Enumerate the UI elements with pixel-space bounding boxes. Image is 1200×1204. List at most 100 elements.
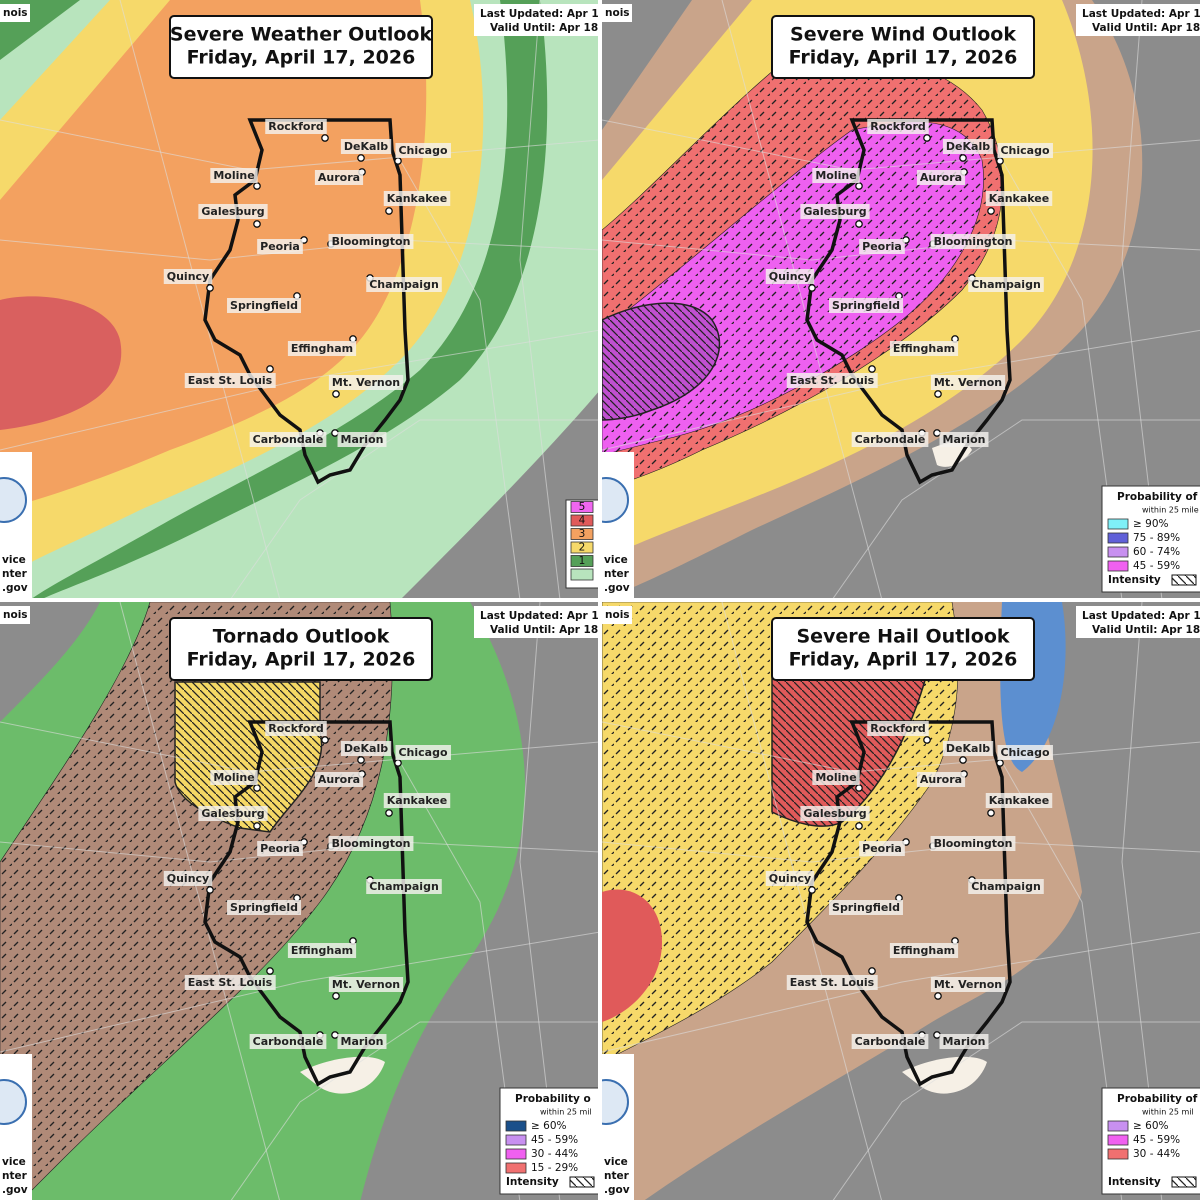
- city-label-bg: [851, 1034, 929, 1049]
- city-label-bg: [198, 806, 268, 821]
- city-label-bg: [184, 975, 276, 990]
- title-box: [771, 617, 1035, 681]
- city-dot: [253, 182, 261, 190]
- agency-text: .gov: [2, 582, 28, 594]
- city-label-bg: [942, 741, 994, 756]
- city-label: Effingham: [291, 944, 353, 957]
- city-label-bg: [328, 977, 404, 992]
- region-box: [0, 4, 30, 22]
- city-dot: [996, 157, 1004, 165]
- city-label-bg: [328, 234, 414, 249]
- city-label: Effingham: [893, 944, 955, 957]
- valid-until: Valid Until: Apr 18: [1092, 22, 1200, 34]
- meta-box: [1076, 4, 1200, 36]
- city-label: Kankakee: [387, 794, 447, 807]
- legend-label: ≥ 60%: [1133, 1120, 1168, 1132]
- agency-logo: [0, 1079, 27, 1125]
- title-box: [169, 15, 433, 79]
- city-label: Champaign: [369, 880, 439, 893]
- city-label: Rockford: [268, 722, 324, 735]
- city-label-bg: [985, 793, 1053, 808]
- road: [399, 159, 521, 598]
- city-label-bg: [867, 721, 929, 736]
- city-label-bg: [997, 745, 1053, 760]
- legend-swatch: [505, 1134, 527, 1146]
- city-label: Bloomington: [934, 837, 1013, 850]
- city-label: Quincy: [167, 270, 209, 283]
- city-label: Mt. Vernon: [332, 376, 400, 389]
- legend-swatch: [505, 1162, 527, 1174]
- agency-text: vice: [2, 554, 26, 566]
- valid-until: Valid Until: Apr 18 2: [1092, 624, 1200, 636]
- city-dot: [855, 822, 863, 830]
- state-border: [805, 118, 1012, 485]
- city-dot: [808, 886, 816, 894]
- title: Severe Weather Outlook: [170, 24, 433, 46]
- city-label-bg: [916, 772, 966, 787]
- city-label-bg: [812, 168, 860, 183]
- city-dot: [206, 886, 214, 894]
- legend-label: 45 - 59%: [1133, 1134, 1180, 1146]
- city-label-bg: [198, 204, 268, 219]
- agency-text: nter: [2, 1170, 28, 1182]
- legend-label: 1: [579, 555, 586, 567]
- city-label: Peoria: [862, 240, 902, 253]
- agency-logo: [0, 477, 27, 523]
- outlook-panel: Rockford DeKalb Chicago Moline Aurora Kankake…: [0, 602, 609, 1200]
- city-dot: [987, 809, 995, 817]
- region-box: [602, 4, 632, 22]
- city-dot: [332, 390, 340, 398]
- legend-title: Probability o: [515, 1093, 591, 1105]
- city-label-bg: [257, 841, 303, 856]
- city-label: Effingham: [893, 342, 955, 355]
- city-label: Chicago: [398, 746, 447, 759]
- city-label: Champaign: [971, 880, 1041, 893]
- legend-swatch: [1107, 1120, 1129, 1132]
- city-dot: [206, 284, 214, 292]
- legend-swatch: [505, 1120, 527, 1132]
- road: [0, 239, 598, 261]
- state-border: [805, 720, 1012, 1087]
- city-label-bg: [210, 770, 258, 785]
- city-label: Mt. Vernon: [332, 978, 400, 991]
- city-label: East St. Louis: [790, 976, 875, 989]
- city-dot: [923, 134, 931, 142]
- city-label: Springfield: [230, 299, 298, 312]
- city-label: Chicago: [1000, 144, 1049, 157]
- city-label: Effingham: [291, 342, 353, 355]
- city-label: DeKalb: [946, 140, 990, 153]
- road: [602, 841, 1200, 863]
- city-label-bg: [829, 900, 903, 915]
- hatch-area: [771, 651, 933, 827]
- city-dot: [385, 809, 393, 817]
- city-label-bg: [257, 239, 303, 254]
- city-label: Galesburg: [201, 205, 264, 218]
- city-label-bg: [985, 191, 1053, 206]
- city-dot: [266, 365, 274, 373]
- city-label: Aurora: [920, 171, 962, 184]
- city-label-bg: [829, 298, 903, 313]
- agency-text: nter: [2, 568, 28, 580]
- legend-label: ≥ 90%: [1133, 518, 1168, 530]
- city-label-bg: [930, 977, 1006, 992]
- city-label: Mt. Vernon: [934, 376, 1002, 389]
- city-label-bg: [939, 432, 989, 447]
- city-label: Peoria: [862, 842, 902, 855]
- valid-until: Valid Until: Apr 18 2: [490, 624, 609, 636]
- road: [0, 329, 598, 451]
- city-label-bg: [366, 277, 442, 292]
- city-label: Moline: [213, 169, 254, 182]
- legend-intensity: Intensity: [506, 1176, 559, 1188]
- city-dot: [934, 992, 942, 1000]
- city-label: Peoria: [260, 842, 300, 855]
- legend-intensity: Intensity: [1108, 574, 1161, 586]
- city-label: Marion: [943, 1035, 986, 1048]
- city-label-bg: [314, 170, 364, 185]
- title-box: [169, 617, 433, 681]
- road: [721, 0, 882, 598]
- city-label: Aurora: [318, 773, 360, 786]
- region-label: nois: [3, 7, 28, 19]
- city-label: Marion: [943, 433, 986, 446]
- title: Tornado Outlook: [213, 626, 390, 648]
- city-dot: [855, 784, 863, 792]
